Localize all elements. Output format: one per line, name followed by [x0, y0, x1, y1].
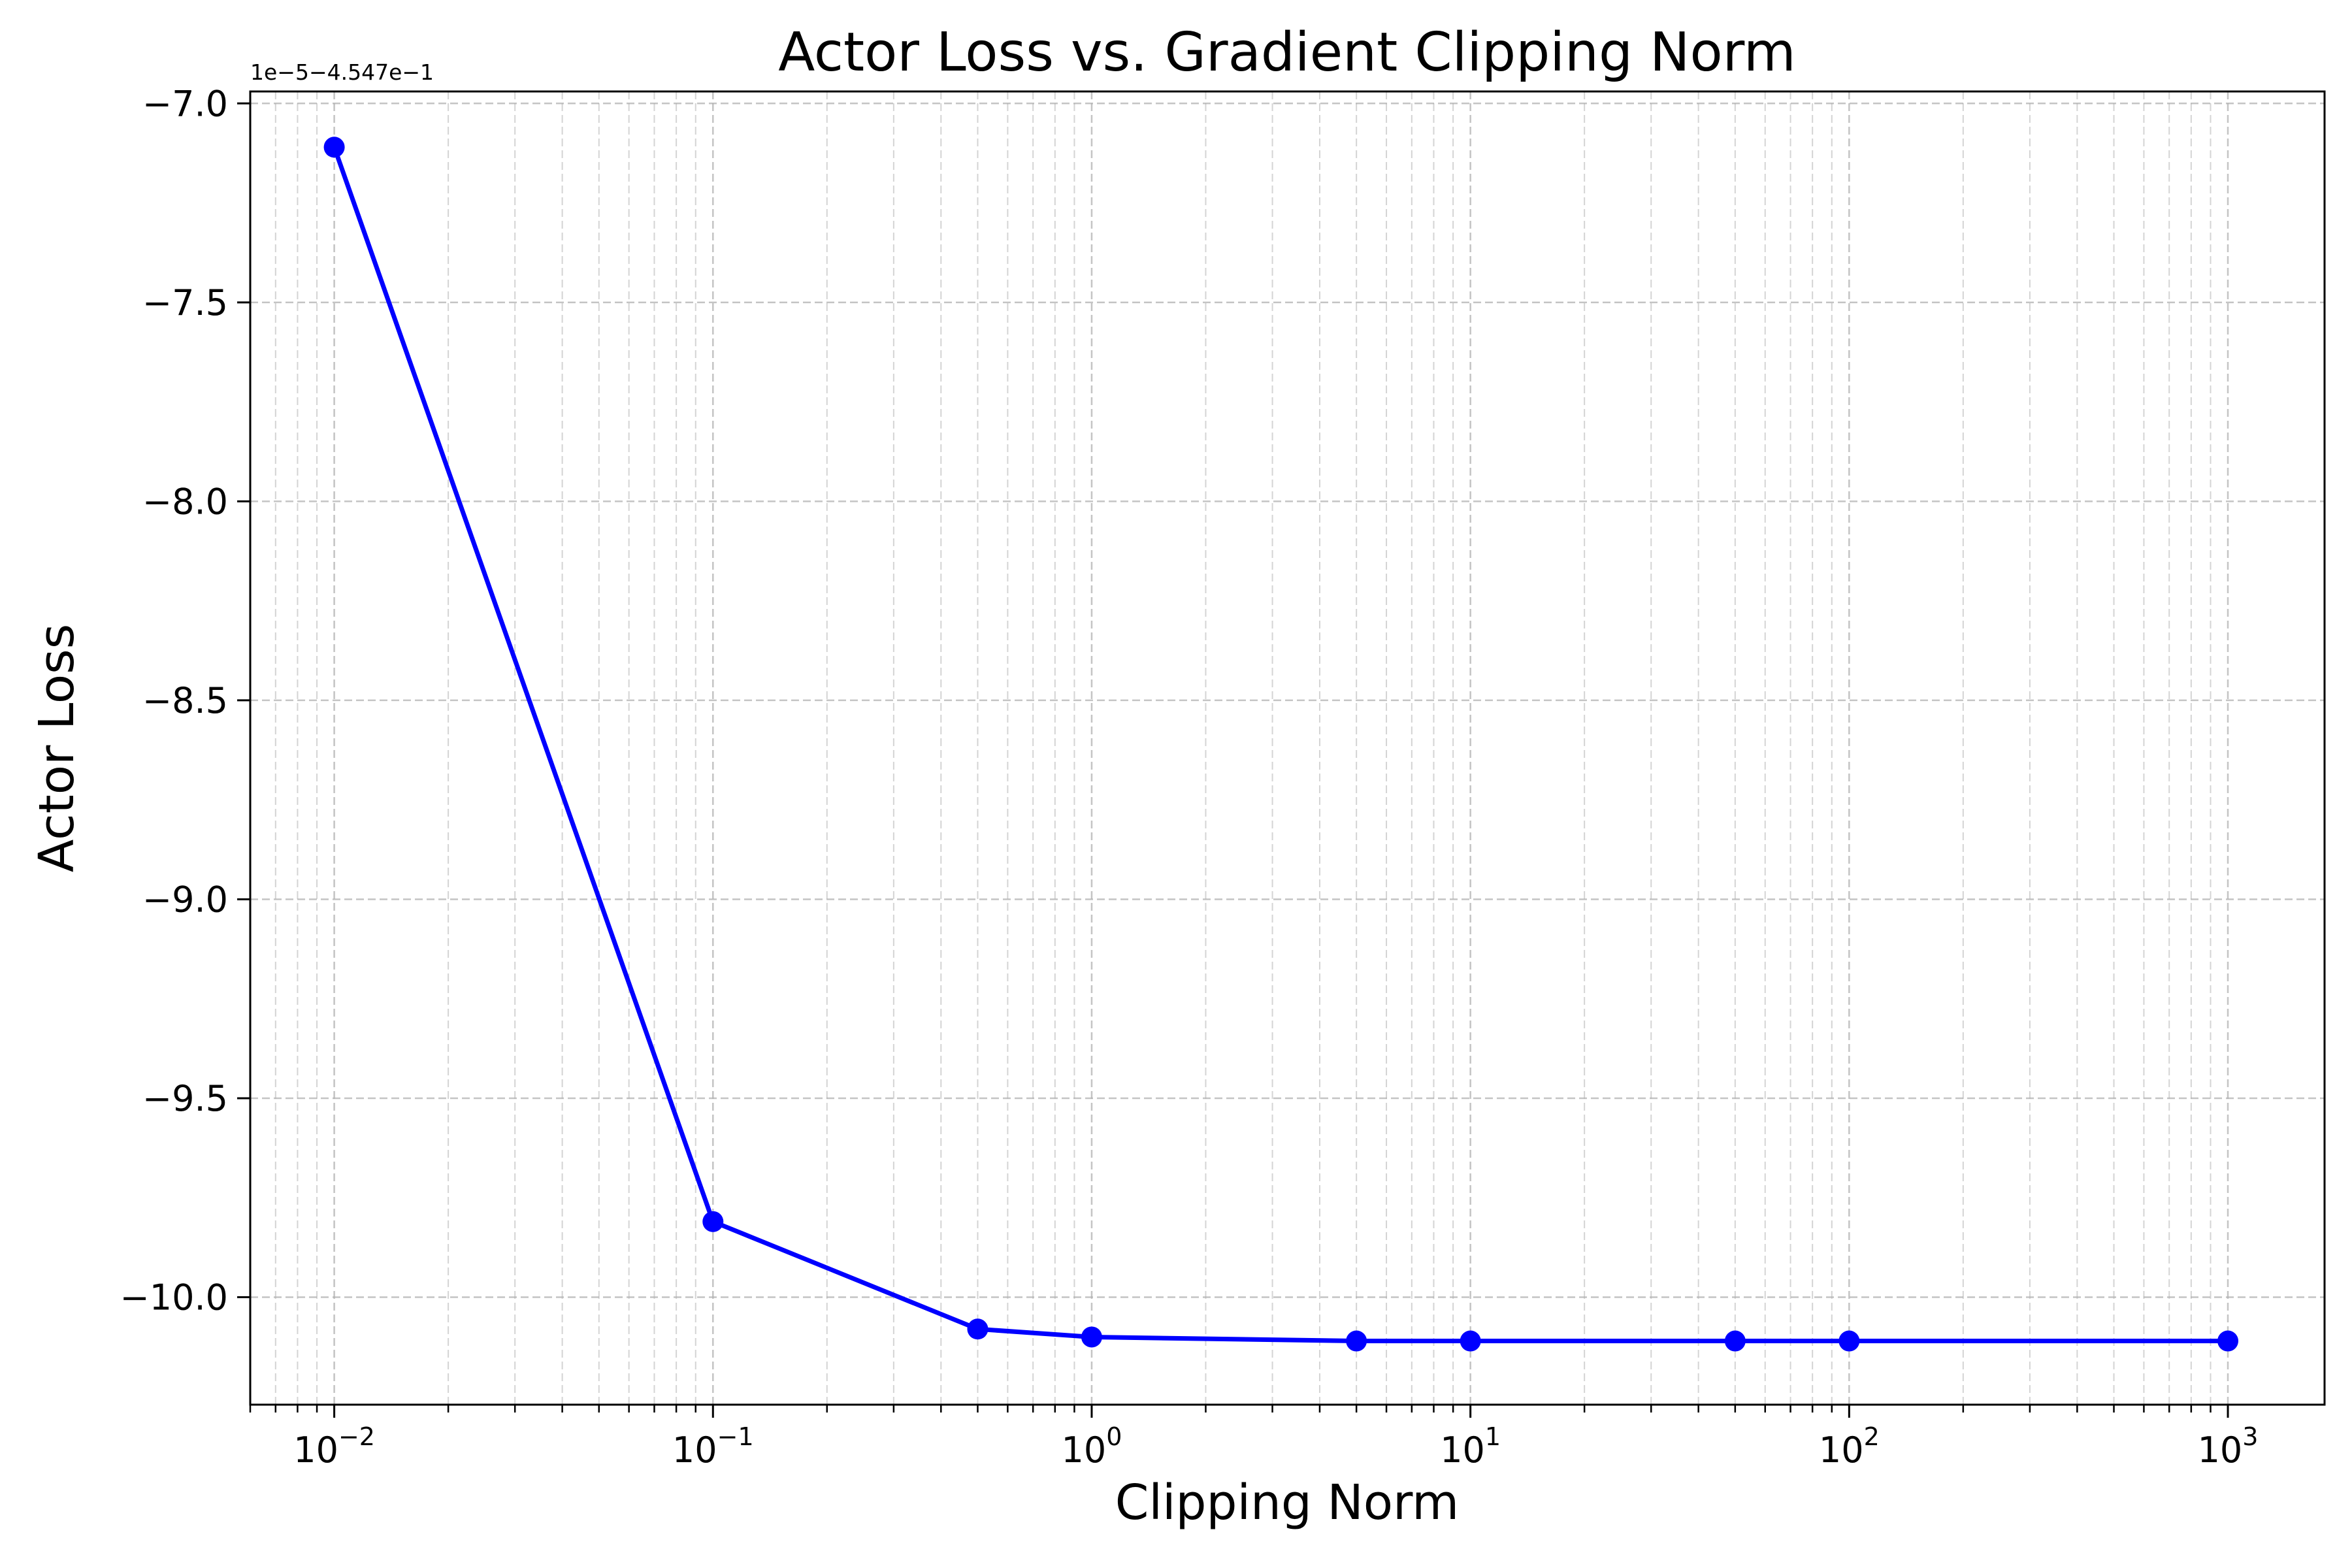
y-tick-label: −8.0 [142, 481, 228, 522]
data-point [702, 1211, 724, 1232]
series-line [332, 146, 2229, 1344]
minor-grid [250, 91, 2212, 1405]
data-point [1081, 1326, 1102, 1348]
y-tick-label: −7.0 [142, 83, 228, 124]
data-point [1346, 1330, 1367, 1352]
y-tick-label: −10.0 [120, 1277, 228, 1318]
data-point [1460, 1330, 1481, 1352]
x-tick-label: 100 [1062, 1422, 1122, 1471]
chart-title: Actor Loss vs. Gradient Clipping Norm [778, 22, 1796, 84]
y-tick-label: −7.5 [142, 282, 228, 323]
x-tick-label: 10−1 [672, 1422, 754, 1471]
major-grid [250, 91, 2325, 1405]
y-axis-label: Actor Loss [29, 624, 85, 873]
x-tick-label: 102 [1819, 1422, 1880, 1471]
y-tick-label: −9.5 [142, 1078, 228, 1119]
data-point [1724, 1330, 1746, 1352]
data-point [967, 1318, 988, 1340]
x-tick-label: 103 [2198, 1422, 2259, 1471]
data-point [2217, 1330, 2239, 1352]
x-axis-label: Clipping Norm [1115, 1475, 1460, 1531]
series-layer [323, 137, 2239, 1352]
y-tick-label: −8.5 [142, 680, 228, 721]
x-tick-label: 10−2 [293, 1422, 375, 1471]
y-tick-label: −9.0 [142, 879, 228, 920]
data-point [1838, 1330, 1860, 1352]
data-point [323, 137, 345, 158]
x-tick-label: 101 [1440, 1422, 1501, 1471]
plot-frame [249, 90, 2326, 1406]
ticks-layer: 10−2 10−1 100 101 102 103 −7.0 −7.5 −8.0 −8.5 −9.0… [120, 83, 2259, 1471]
y-offset-label: 1e−5−4.547e−1 [250, 59, 434, 85]
